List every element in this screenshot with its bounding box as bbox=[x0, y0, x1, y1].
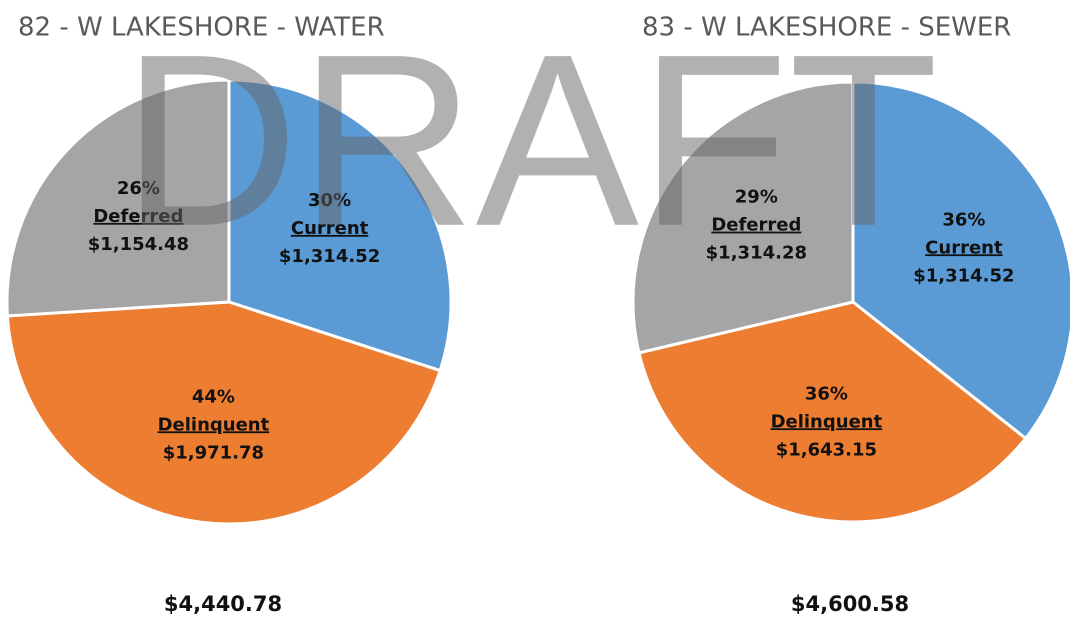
slice-amount: $1,314.52 bbox=[913, 265, 1014, 286]
slice-amount: $1,314.28 bbox=[706, 243, 807, 264]
pie-slice bbox=[851, 80, 1070, 441]
pie-slice bbox=[631, 80, 855, 355]
total-label: $4,600.58 bbox=[791, 592, 909, 616]
slice-percent: 30% bbox=[308, 190, 351, 211]
slice-amount: $1,314.52 bbox=[279, 246, 380, 267]
slice-name: Delinquent bbox=[158, 414, 270, 435]
slice-amount: $1,154.48 bbox=[88, 234, 189, 255]
pie-slice bbox=[227, 78, 453, 373]
pie-slice bbox=[5, 78, 231, 318]
slice-name: Current bbox=[291, 218, 369, 239]
slice-percent: 36% bbox=[942, 209, 985, 230]
total-label: $4,440.78 bbox=[164, 592, 282, 616]
slice-name: Delinquent bbox=[771, 411, 883, 432]
slice-percent: 44% bbox=[192, 386, 235, 407]
chart-title: 82 - W LAKESHORE - WATER bbox=[18, 13, 385, 43]
pie-slice bbox=[637, 300, 1028, 524]
slice-amount: $1,971.78 bbox=[163, 442, 264, 463]
slice-percent: 26% bbox=[117, 178, 160, 199]
slice-name: Deferred bbox=[711, 215, 801, 236]
slice-name: Current bbox=[925, 237, 1003, 258]
slice-name: Deferred bbox=[93, 206, 183, 227]
chart-title: 83 - W LAKESHORE - SEWER bbox=[642, 13, 1011, 43]
pie-slice bbox=[5, 300, 443, 526]
slice-percent: 29% bbox=[735, 187, 778, 208]
slice-percent: 36% bbox=[805, 383, 848, 404]
slice-amount: $1,643.15 bbox=[776, 439, 877, 460]
watermark: DRAFT bbox=[122, 3, 939, 277]
